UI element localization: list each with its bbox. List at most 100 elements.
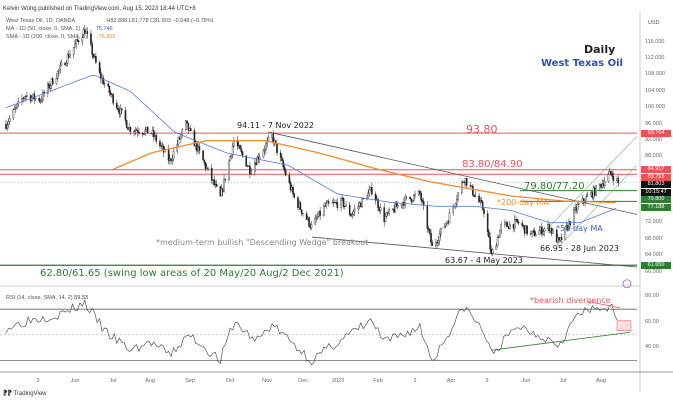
candle [463, 181, 466, 183]
candle [426, 205, 429, 229]
candle [256, 156, 259, 165]
candle [249, 165, 251, 175]
candle [276, 143, 278, 154]
candle [410, 198, 413, 202]
candle [92, 54, 95, 58]
candle [384, 216, 387, 222]
candle [368, 189, 371, 194]
x-tick-label: 2 [413, 378, 417, 384]
ma-legend-value: 75.746 [95, 26, 113, 32]
price-label: 77.188 [641, 203, 671, 211]
candle [60, 62, 63, 66]
candle [162, 145, 165, 153]
event-marker-icon [622, 279, 632, 289]
candle [517, 221, 520, 224]
candle [435, 242, 437, 246]
x-tick-label: Nov [262, 378, 272, 384]
candle [608, 171, 611, 175]
candle [590, 191, 592, 197]
candle [246, 165, 249, 167]
candle [464, 177, 467, 183]
candle [478, 195, 480, 203]
candle [308, 217, 310, 227]
candle [171, 158, 174, 162]
candle [481, 202, 484, 210]
candle [128, 127, 130, 130]
candle [473, 194, 475, 197]
price-label: 61.650 [641, 261, 671, 269]
symbol-legend: West Texas Oil, 1D, OANDA H82.888 L81.77… [6, 18, 213, 24]
candle [49, 85, 52, 89]
candle [586, 195, 589, 197]
candle [431, 242, 434, 246]
candle [513, 219, 516, 229]
candle [421, 199, 424, 202]
annotation-s1: 79.80/77.20 [524, 181, 585, 192]
candle [383, 207, 385, 222]
currency-label[interactable]: USD [648, 20, 660, 26]
candle [143, 133, 145, 135]
candle [323, 205, 325, 216]
candle [169, 158, 171, 161]
ohlc-values: H82.888 L81.778 C81.803 −0.648 (−0.79%) [106, 18, 214, 24]
candle [302, 213, 304, 215]
candle [204, 162, 207, 169]
candle [117, 108, 119, 111]
candle [293, 193, 296, 198]
candle [573, 209, 575, 226]
candle [616, 178, 618, 182]
x-tick-label: Feb [373, 378, 383, 384]
candle [233, 140, 235, 147]
annotation-high: 94.11 - 7 Nov 2022 [237, 121, 315, 130]
candle [412, 195, 415, 201]
candle [136, 130, 139, 133]
candle [32, 93, 34, 98]
candle [568, 221, 570, 230]
candle [469, 185, 472, 187]
sma-legend[interactable]: SMA - 1D (200, close, 0, SMA, 1) 76.855 [6, 34, 115, 40]
candle [76, 39, 79, 41]
x-tick-label: 2023 [331, 378, 345, 384]
annotation-r2: 83.80/84.90 [462, 159, 523, 170]
candle [388, 209, 390, 214]
candle [124, 110, 127, 121]
candle [505, 222, 507, 224]
published-line: Kelvin Wong published on TradingView.com… [3, 6, 196, 12]
candle [448, 212, 451, 224]
rsi-legend[interactable]: RSI (14, close, SMA, 14, 2) 59.53 [6, 295, 88, 301]
candle [64, 62, 66, 66]
candle [82, 29, 85, 38]
candle [447, 221, 450, 224]
y-tick-label: 92.000 [645, 137, 662, 144]
rsi-support-trendline [491, 331, 631, 351]
rsi-tick-label: 80.00 [645, 292, 659, 299]
y-tick-label: 96.000 [645, 120, 662, 127]
candle [100, 72, 102, 79]
candle [547, 224, 549, 230]
x-tick-label: 3 [485, 378, 489, 384]
candle [326, 201, 329, 204]
candle [341, 197, 344, 199]
candle [15, 106, 17, 110]
ma-legend[interactable]: MA - 1D (50, close, 0, SMA, 1) 75.746 [6, 26, 113, 32]
candle [23, 96, 26, 99]
candle [116, 103, 118, 109]
price-label: 10:15:47 [641, 188, 671, 196]
candle [220, 188, 223, 197]
candle [336, 202, 339, 208]
candle [541, 226, 543, 235]
candle [300, 209, 303, 214]
candle [127, 127, 129, 130]
candle [39, 100, 42, 102]
candle [109, 92, 112, 95]
candle [289, 182, 292, 191]
candle [578, 203, 580, 205]
candle [506, 222, 509, 227]
candle [108, 85, 111, 94]
candle [558, 237, 560, 241]
candle [504, 222, 506, 225]
candle [292, 187, 294, 194]
x-tick-label: Jun [70, 378, 80, 384]
